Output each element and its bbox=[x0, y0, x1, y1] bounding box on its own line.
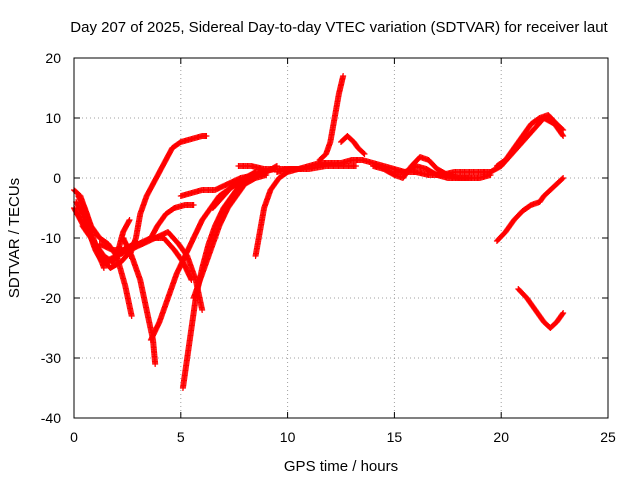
series-arc-16 bbox=[252, 166, 302, 259]
series-arc-22 bbox=[391, 163, 494, 181]
data-marks bbox=[71, 73, 567, 391]
axis-ticks: 0 5 10 15 20 25 -40 -30 -20 -10 0 10 20 bbox=[41, 50, 616, 445]
y-tick-label: -10 bbox=[41, 230, 61, 246]
x-axis-label: GPS time / hours bbox=[284, 458, 398, 475]
series-arc-13 bbox=[190, 172, 270, 301]
series-arc-20 bbox=[338, 133, 368, 157]
series-arc-24 bbox=[493, 112, 567, 169]
series-arc-5 bbox=[73, 199, 133, 265]
y-axis-label: SDTVAR / TECUs bbox=[6, 178, 23, 298]
series-arc-25 bbox=[493, 175, 567, 244]
y-tick-label: 10 bbox=[45, 110, 61, 126]
x-tick-label: 0 bbox=[70, 429, 78, 445]
y-tick-label: -40 bbox=[41, 410, 61, 426]
x-tick-label: 15 bbox=[387, 429, 403, 445]
x-tick-label: 5 bbox=[177, 429, 185, 445]
series-arc-19 bbox=[316, 73, 347, 163]
chart-title: Day 207 of 2025, Sidereal Day-to-day VTE… bbox=[70, 19, 608, 36]
series-arc-9 bbox=[126, 133, 210, 259]
y-tick-label: -30 bbox=[41, 350, 61, 366]
x-tick-label: 25 bbox=[600, 429, 616, 445]
y-tick-label: 20 bbox=[45, 50, 61, 66]
x-tick-label: 20 bbox=[493, 429, 509, 445]
y-tick-label: 0 bbox=[53, 170, 61, 186]
y-tick-label: -20 bbox=[41, 290, 61, 306]
series-arc-10 bbox=[130, 202, 197, 247]
series-arc-26 bbox=[515, 286, 567, 331]
x-tick-label: 10 bbox=[280, 429, 296, 445]
